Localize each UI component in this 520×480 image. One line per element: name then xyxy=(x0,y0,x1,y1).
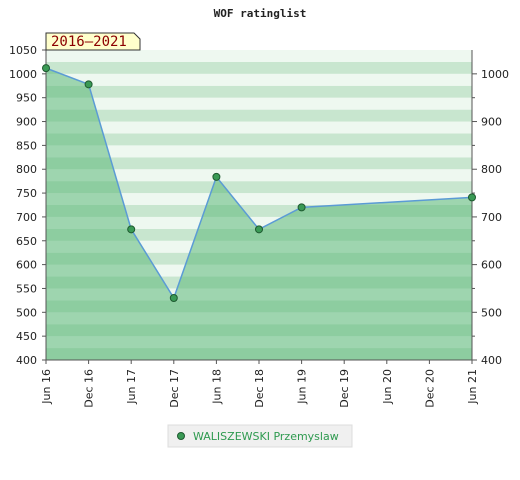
data-point xyxy=(255,225,263,234)
area-layer xyxy=(45,67,473,360)
y-tick-label-right: 900 xyxy=(481,116,502,129)
legend-label: WALISZEWSKI Przemyslaw xyxy=(193,430,339,443)
background-band xyxy=(46,181,472,194)
data-point xyxy=(468,193,476,202)
background-band xyxy=(46,85,472,98)
data-point xyxy=(127,225,136,234)
y-tick-label-left: 800 xyxy=(16,163,37,176)
x-tick-label: Dec 18 xyxy=(253,369,266,408)
series-area xyxy=(46,68,472,360)
y-tick-label-right: 1000 xyxy=(481,68,509,81)
x-axis: Jun 16 Dec 16 Jun 17 Dec 17 Jun 18 Dec 18 Jun … xyxy=(40,360,479,408)
data-point xyxy=(84,80,93,89)
background-band xyxy=(46,61,472,74)
y-tick-label-right: 600 xyxy=(481,259,502,272)
x-tick-label: Jun 18 xyxy=(210,369,223,405)
y-tick-label-left: 600 xyxy=(16,259,37,272)
y-tick-label-left: 750 xyxy=(16,187,37,200)
legend: WALISZEWSKI Przemyslaw xyxy=(167,424,353,448)
y-tick-label-right: 500 xyxy=(481,306,502,319)
y-tick-label-left: 650 xyxy=(16,235,37,248)
background-band xyxy=(46,216,472,229)
series-line xyxy=(45,67,473,300)
background-band xyxy=(46,73,472,86)
y-tick-label-left: 900 xyxy=(16,116,37,129)
y-tick-label-left: 700 xyxy=(16,211,37,224)
y-tick-label-right: 800 xyxy=(481,163,502,176)
y-tick-label-left: 1050 xyxy=(9,44,37,57)
data-point xyxy=(212,172,221,181)
x-tick-label: Jun 21 xyxy=(466,369,479,405)
background-band xyxy=(46,97,472,110)
background-band xyxy=(46,169,472,182)
background-band xyxy=(46,109,472,122)
y-tick-label-left: 400 xyxy=(16,354,37,367)
y-tick-label-left: 850 xyxy=(16,139,37,152)
date-range-label: 2016–2021 xyxy=(51,34,127,50)
x-tick-label: Jun 20 xyxy=(381,369,394,405)
chart-title: WOF ratinglist xyxy=(214,7,307,20)
data-point xyxy=(169,294,178,302)
y-tick-label-right: 400 xyxy=(481,354,502,367)
y-tick-label-left: 950 xyxy=(16,92,37,105)
background-band xyxy=(46,133,472,146)
x-tick-label: Dec 16 xyxy=(83,369,96,408)
background-band xyxy=(46,157,472,170)
background-band xyxy=(46,121,472,134)
data-point xyxy=(42,64,50,73)
y-tick-label-left: 450 xyxy=(16,330,37,343)
background-band xyxy=(46,193,472,205)
y-tick-label-left: 500 xyxy=(16,306,37,319)
x-tick-label: Jun 19 xyxy=(296,369,309,405)
data-point xyxy=(297,203,306,212)
y-axis-left: 400 450 500 550 600 650 700 750 800 850 900 950 1000… xyxy=(9,44,46,367)
x-tick-label: Jun 16 xyxy=(40,369,53,405)
x-tick-label: Jun 17 xyxy=(125,369,138,405)
x-tick-label: Dec 17 xyxy=(168,369,181,408)
background-band xyxy=(46,205,472,217)
background-band xyxy=(46,50,472,62)
y-axis-right: 400 500 600 700 800 900 1000 xyxy=(472,68,509,367)
legend-marker xyxy=(177,432,185,440)
x-tick-label: Dec 20 xyxy=(423,369,436,408)
data-points xyxy=(42,64,476,302)
y-tick-label-right: 700 xyxy=(481,211,502,224)
background-band xyxy=(46,145,472,158)
y-tick-label-left: 550 xyxy=(16,282,37,295)
x-tick-label: Dec 19 xyxy=(338,369,351,408)
date-range-badge: 2016–2021 xyxy=(45,32,141,51)
y-tick-label-left: 1000 xyxy=(9,68,37,81)
